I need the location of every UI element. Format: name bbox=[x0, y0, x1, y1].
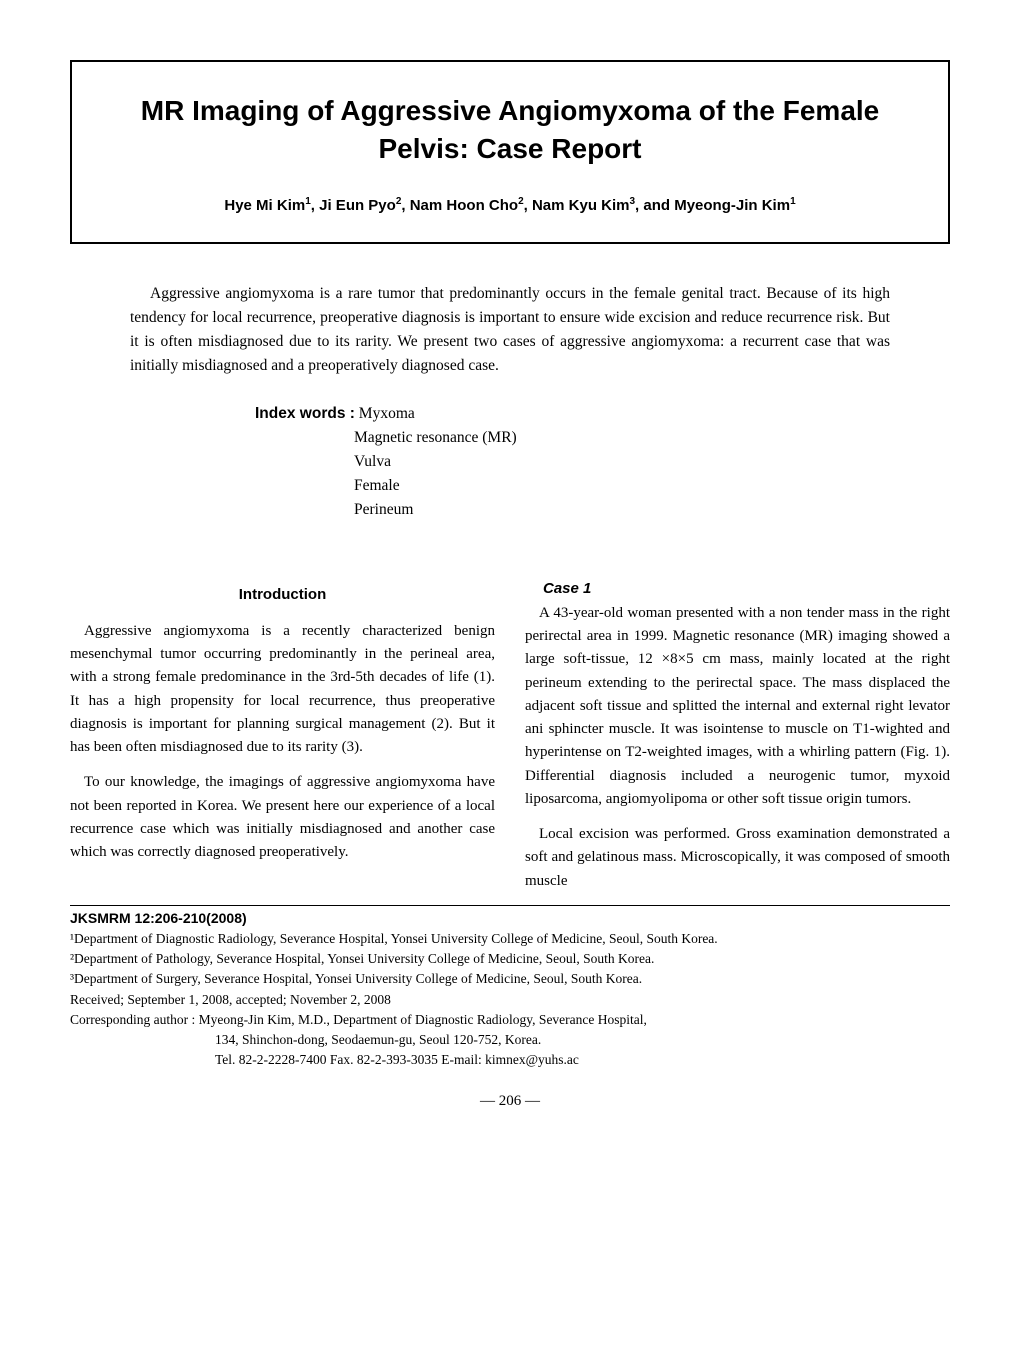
footer-divider bbox=[70, 905, 950, 906]
abstract-block: Aggressive angiomyxoma is a rare tumor t… bbox=[70, 282, 950, 378]
affiliation-2: ²Department of Pathology, Severance Hosp… bbox=[70, 949, 950, 969]
case1-para-1: A 43-year-old woman presented with a non… bbox=[525, 602, 950, 811]
index-word-3: Female bbox=[354, 477, 400, 494]
intro-para-2: To our knowledge, the imagings of aggres… bbox=[70, 771, 495, 864]
corresponding-line-1: Corresponding author : Myeong-Jin Kim, M… bbox=[70, 1010, 950, 1030]
article-title: MR Imaging of Aggressive Angiomyxoma of … bbox=[112, 92, 908, 168]
affiliation-3: ³Department of Surgery, Severance Hospit… bbox=[70, 969, 950, 989]
authors-line: Hye Mi Kim1, Ji Eun Pyo2, Nam Hoon Cho2,… bbox=[112, 196, 908, 214]
abstract-text: Aggressive angiomyxoma is a rare tumor t… bbox=[130, 282, 890, 378]
affiliation-1: ¹Department of Diagnostic Radiology, Sev… bbox=[70, 929, 950, 949]
index-words-block: Index words : Myxoma Magnetic resonance … bbox=[70, 402, 950, 522]
corresponding-author-block: Corresponding author : Myeong-Jin Kim, M… bbox=[70, 1010, 950, 1071]
index-word-2: Vulva bbox=[354, 453, 391, 470]
intro-para-1: Aggressive angiomyxoma is a recently cha… bbox=[70, 620, 495, 760]
index-word-0: Myxoma bbox=[359, 405, 415, 422]
left-column: Introduction Aggressive angiomyxoma is a… bbox=[70, 577, 495, 895]
affiliations-block: ¹Department of Diagnostic Radiology, Sev… bbox=[70, 929, 950, 1010]
body-columns: Introduction Aggressive angiomyxoma is a… bbox=[70, 577, 950, 895]
received-dates: Received; September 1, 2008, accepted; N… bbox=[70, 990, 950, 1010]
corresponding-line-3: Tel. 82-2-2228-7400 Fax. 82-2-393-3035 E… bbox=[70, 1050, 950, 1070]
page-number: — 206 — bbox=[70, 1093, 950, 1110]
introduction-heading: Introduction bbox=[70, 583, 495, 606]
right-column: Case 1 A 43-year-old woman presented wit… bbox=[525, 577, 950, 895]
case-1-heading: Case 1 bbox=[525, 577, 950, 600]
corresponding-line-2: 134, Shinchon-dong, Seodaemun-gu, Seoul … bbox=[70, 1030, 950, 1050]
index-word-4: Perineum bbox=[354, 501, 413, 518]
case1-para-2: Local excision was performed. Gross exam… bbox=[525, 823, 950, 893]
title-box: MR Imaging of Aggressive Angiomyxoma of … bbox=[70, 60, 950, 244]
journal-reference: JKSMRM 12:206-210(2008) bbox=[70, 910, 950, 926]
index-word-1: Magnetic resonance (MR) bbox=[354, 429, 517, 446]
index-words-label: Index words : bbox=[255, 405, 355, 422]
